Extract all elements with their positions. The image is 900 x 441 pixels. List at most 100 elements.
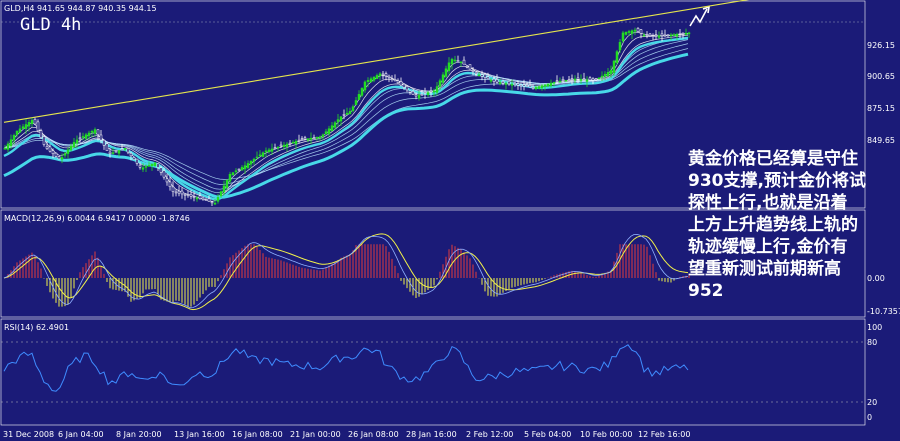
- candle-body: [393, 79, 397, 82]
- candle-body: [672, 34, 676, 36]
- candle-body: [681, 32, 685, 35]
- candle-body: [312, 137, 316, 139]
- candle-body: [165, 178, 169, 183]
- candle-body: [606, 72, 610, 77]
- candle-body: [270, 148, 274, 152]
- candle-body: [51, 150, 55, 155]
- candle-body: [369, 78, 373, 83]
- candle-body: [159, 167, 163, 173]
- candle-body: [3, 148, 7, 150]
- candle-body: [273, 147, 277, 149]
- candle-body: [360, 87, 364, 96]
- candle-body: [36, 121, 40, 132]
- x-tick-label: 21 Jan 00:00: [290, 430, 341, 439]
- candle-body: [438, 80, 442, 87]
- candle-body: [75, 139, 79, 144]
- candle-body: [669, 34, 673, 37]
- candle-body: [666, 34, 670, 36]
- candle-body: [651, 35, 655, 37]
- candle-body: [345, 112, 349, 115]
- candle-body: [150, 163, 154, 167]
- candle-body: [483, 74, 487, 78]
- candle-body: [60, 157, 64, 160]
- candle-body: [120, 148, 124, 151]
- candle-body: [318, 136, 322, 139]
- rsi-panel: [0, 318, 866, 426]
- candle-body: [72, 142, 76, 148]
- candle-body: [471, 70, 475, 72]
- candle-body: [63, 153, 67, 156]
- candle-body: [78, 137, 82, 140]
- candle-body: [516, 83, 520, 86]
- candle-body: [561, 79, 565, 82]
- candle-body: [210, 201, 214, 204]
- candle-body: [546, 83, 550, 87]
- candle-body: [537, 86, 541, 89]
- candle-body: [135, 158, 139, 164]
- moving-average-line: [3, 31, 689, 202]
- candle-body: [534, 87, 538, 90]
- macd-header: MACD(12,26,9) 6.0044 6.9417 0.0000 -1.87…: [4, 214, 190, 223]
- candle-body: [636, 28, 640, 32]
- candle-body: [519, 84, 523, 87]
- candle-body: [456, 60, 460, 62]
- candle-body: [399, 81, 403, 86]
- candle-body: [609, 70, 613, 75]
- candle-body: [207, 198, 211, 202]
- candle-body: [567, 79, 571, 81]
- candle-body: [495, 79, 499, 83]
- candle-body: [93, 129, 97, 134]
- candle-body: [363, 81, 367, 91]
- candle-body: [45, 146, 49, 149]
- candle-body: [267, 149, 271, 153]
- candle-body: [192, 196, 196, 198]
- candle-body: [375, 75, 379, 79]
- candle-body: [42, 136, 46, 145]
- candle-body: [576, 77, 580, 80]
- candle-body: [549, 82, 553, 86]
- candle-body: [648, 33, 652, 36]
- rsi-y-tick-label: 100: [867, 323, 882, 332]
- price-panel: [0, 0, 866, 209]
- x-tick-label: 13 Jan 16:00: [174, 430, 225, 439]
- candle-body: [351, 106, 355, 112]
- annotation-line: 上方上升趋势线上轨的: [688, 214, 858, 235]
- candle-body: [660, 33, 664, 36]
- x-tick-label: 6 Jan 04:00: [58, 430, 104, 439]
- candle-body: [603, 73, 607, 77]
- candle-body: [303, 137, 307, 140]
- candle-body: [441, 74, 445, 83]
- candle-body: [612, 60, 616, 73]
- candle-body: [213, 202, 217, 205]
- candle-body: [249, 161, 253, 165]
- candle-body: [321, 134, 325, 137]
- candle-body: [9, 139, 13, 147]
- x-tick-label: 8 Jan 20:00: [116, 430, 162, 439]
- candle-body: [432, 90, 436, 93]
- candle-body: [126, 148, 130, 153]
- trendline: [3, 0, 750, 123]
- candle-body: [108, 151, 112, 154]
- candle-body: [24, 124, 28, 129]
- candle-body: [315, 137, 319, 139]
- x-tick-label: 28 Jan 16:00: [406, 430, 457, 439]
- candle-body: [477, 74, 481, 77]
- candle-body: [99, 134, 103, 141]
- candle-body: [381, 73, 385, 76]
- annotation-line: 930支撑,预计金价将试: [688, 170, 866, 191]
- candle-body: [222, 185, 226, 193]
- candle-body: [570, 78, 574, 80]
- candle-body: [114, 150, 118, 153]
- candle-body: [627, 31, 631, 33]
- candle-body: [555, 80, 559, 82]
- candle-body: [630, 30, 634, 34]
- candle-body: [405, 86, 409, 91]
- candle-body: [333, 122, 337, 128]
- candle-body: [219, 191, 223, 197]
- candle-body: [468, 64, 472, 70]
- candle-body: [444, 68, 448, 77]
- candle-body: [174, 191, 178, 194]
- candle-body: [657, 35, 661, 38]
- slow-ema-line: [3, 52, 689, 199]
